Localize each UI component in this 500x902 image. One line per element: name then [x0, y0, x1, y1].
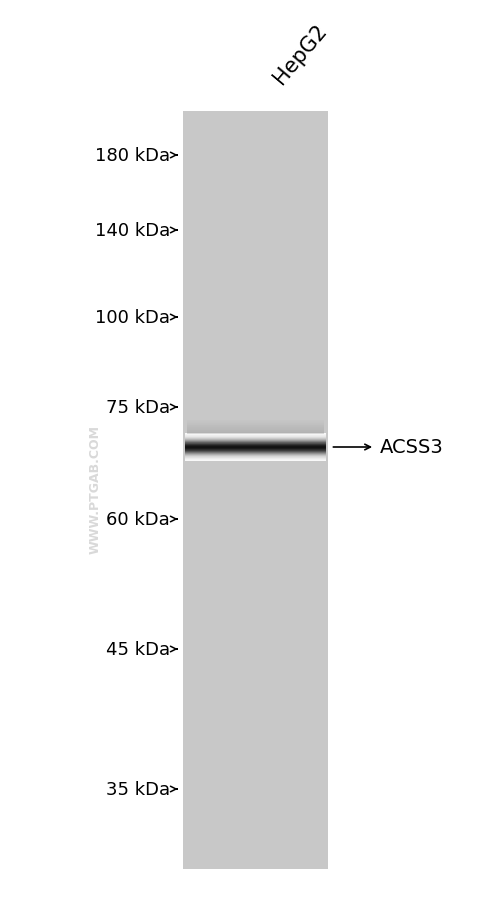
Text: HepG2: HepG2: [270, 21, 330, 87]
Text: 75 kDa: 75 kDa: [106, 399, 170, 417]
Text: ACSS3: ACSS3: [380, 438, 444, 457]
Bar: [182, 112, 328, 869]
Text: 45 kDa: 45 kDa: [106, 640, 170, 658]
Text: 35 kDa: 35 kDa: [106, 780, 170, 798]
Text: 180 kDa: 180 kDa: [95, 147, 170, 165]
Text: 140 kDa: 140 kDa: [95, 222, 170, 240]
Text: 100 kDa: 100 kDa: [95, 308, 170, 327]
Text: 60 kDa: 60 kDa: [106, 511, 170, 529]
Text: WWW.PTGAB.COM: WWW.PTGAB.COM: [88, 425, 102, 554]
